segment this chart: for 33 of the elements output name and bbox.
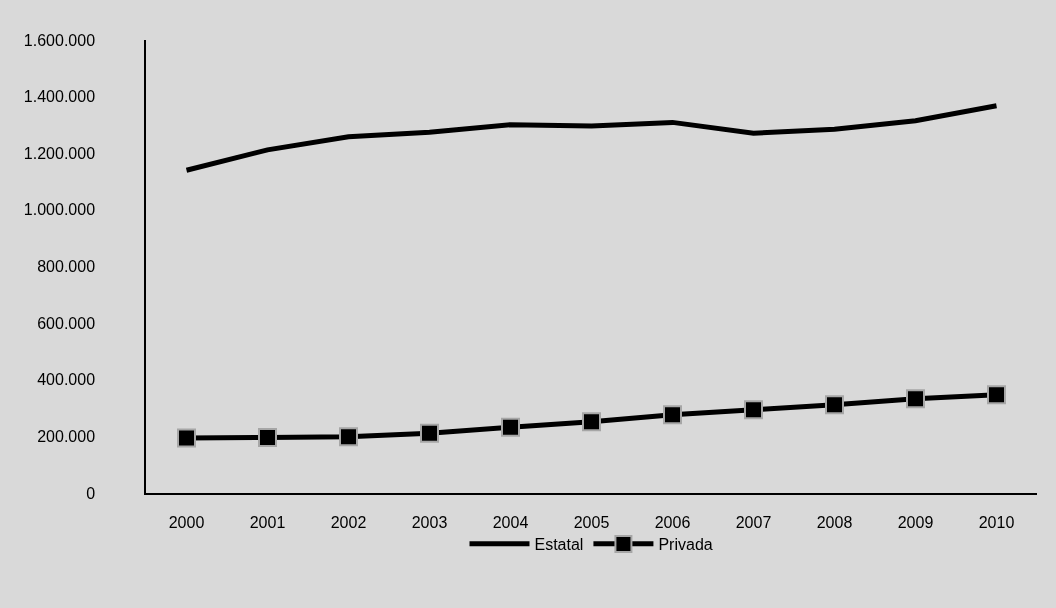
y-tick-label: 1.200.000 bbox=[23, 144, 96, 162]
point bbox=[339, 427, 358, 447]
point bbox=[987, 385, 1006, 405]
x-tick-label: 2002 bbox=[330, 513, 367, 531]
point bbox=[663, 405, 682, 425]
y-tick-label: 1.400.000 bbox=[23, 88, 96, 106]
x-tick-label: 2005 bbox=[573, 513, 610, 531]
legend-label: Privada bbox=[658, 536, 713, 554]
point bbox=[582, 412, 601, 432]
point bbox=[420, 423, 439, 443]
x-tick-label: 2007 bbox=[735, 513, 772, 531]
x-tick-label: 2001 bbox=[249, 513, 286, 531]
point bbox=[258, 428, 277, 448]
x-tick-label: 2010 bbox=[978, 513, 1015, 531]
y-tick-label: 1.600.000 bbox=[23, 31, 96, 49]
y-tick-label: 200.000 bbox=[37, 427, 96, 445]
legend-label: Estatal bbox=[534, 536, 584, 554]
x-tick-label: 2009 bbox=[897, 513, 934, 531]
x-tick-label: 2006 bbox=[654, 513, 691, 531]
point bbox=[501, 417, 520, 437]
x-tick-label: 2000 bbox=[168, 513, 205, 531]
x-tick-label: 2008 bbox=[816, 513, 853, 531]
y-tick-label: 1.000.000 bbox=[23, 201, 96, 219]
y-tick-label: 0 bbox=[86, 484, 96, 502]
y-tick-label: 800.000 bbox=[37, 258, 96, 276]
x-tick-label: 2003 bbox=[411, 513, 448, 531]
point bbox=[744, 400, 763, 420]
point bbox=[825, 395, 844, 415]
y-tick-label: 600.000 bbox=[37, 314, 96, 332]
x-tick-label: 2004 bbox=[492, 513, 529, 531]
point bbox=[177, 428, 196, 448]
point bbox=[906, 389, 925, 409]
y-tick-label: 400.000 bbox=[37, 371, 96, 389]
